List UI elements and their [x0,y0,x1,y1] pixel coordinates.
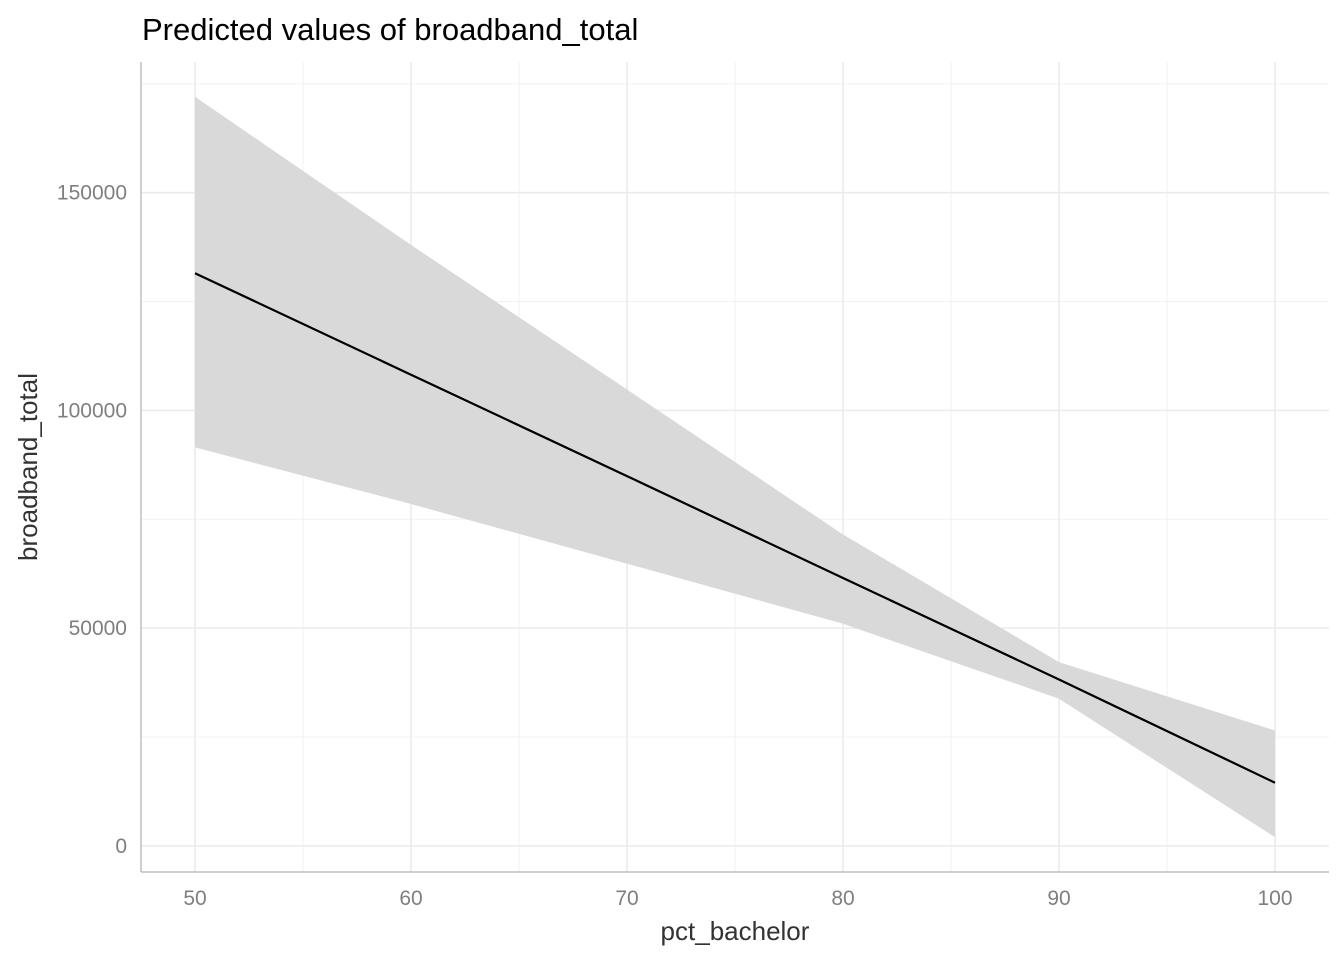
x-tick-label: 90 [1047,887,1070,910]
y-axis-title: broadband_total [13,373,43,561]
y-tick-label: 50000 [69,617,127,640]
x-tick-label: 60 [399,887,422,910]
confidence-band [195,96,1275,838]
x-tick-label: 80 [831,887,854,910]
x-tick-labels: 50 60 70 80 90 100 [183,887,1292,910]
prediction-line-layer [194,272,1276,784]
prediction-line [194,272,1276,784]
y-tick-label: 100000 [57,399,127,422]
x-axis-title: pct_bachelor [661,916,810,946]
x-tick-label: 70 [615,887,638,910]
chart-title: Predicted values of broadband_total [142,12,638,47]
x-tick-label: 100 [1257,887,1292,910]
confidence-band-layer [195,96,1275,838]
y-tick-label: 0 [115,835,127,858]
y-tick-labels: 0 50000 100000 150000 [57,182,127,858]
axes [140,62,1329,873]
x-tick-label: 50 [183,887,206,910]
y-tick-label: 150000 [57,182,127,205]
